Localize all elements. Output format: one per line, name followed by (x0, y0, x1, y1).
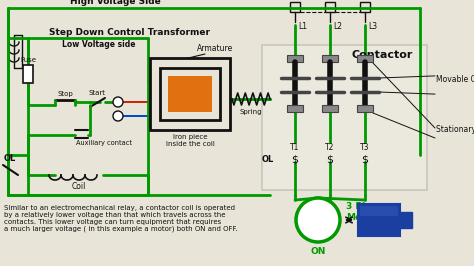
Bar (150, 58, 230, 130)
Circle shape (113, 111, 123, 121)
Text: ON: ON (310, 247, 326, 256)
Text: $: $ (292, 155, 299, 165)
Bar (262, 45, 427, 190)
Bar (290, 2, 300, 12)
Bar (325, 2, 335, 12)
Text: High Voltage Side: High Voltage Side (70, 0, 160, 6)
Bar (287, 105, 303, 112)
Text: L3: L3 (368, 22, 377, 31)
Bar (23, 65, 33, 83)
Text: L2: L2 (333, 22, 342, 31)
Bar (357, 105, 373, 112)
Bar (322, 55, 338, 62)
Text: L1: L1 (298, 22, 307, 31)
Text: Fuse: Fuse (20, 57, 36, 63)
Bar (360, 206, 398, 216)
Text: Stop: Stop (57, 91, 73, 97)
Text: Stationary Contacts: Stationary Contacts (436, 126, 474, 135)
Text: 3 Phase
Motor: 3 Phase Motor (346, 202, 386, 222)
Text: Coil: Coil (72, 182, 86, 191)
Text: T2: T2 (325, 143, 335, 152)
Bar (160, 68, 220, 120)
Text: Armature: Armature (197, 44, 233, 53)
Bar (287, 55, 303, 62)
Text: OL: OL (4, 154, 16, 163)
Text: T3: T3 (360, 143, 370, 152)
Bar (322, 105, 338, 112)
Text: $: $ (362, 155, 368, 165)
Text: T1: T1 (290, 143, 300, 152)
Text: Iron piece
inside the coil: Iron piece inside the coil (165, 134, 214, 147)
Circle shape (113, 97, 123, 107)
Bar (358, 204, 400, 236)
Bar (357, 55, 373, 62)
Text: Auxiliary contact: Auxiliary contact (76, 140, 132, 146)
Text: $: $ (327, 155, 334, 165)
Text: Movable Contacts: Movable Contacts (436, 76, 474, 85)
Text: Contactor: Contactor (351, 50, 413, 60)
Bar (168, 76, 212, 112)
Text: OL: OL (262, 155, 274, 164)
Bar (360, 2, 370, 12)
Bar (400, 212, 412, 228)
Text: Spring: Spring (240, 109, 262, 115)
Text: Similar to an electromechanical relay, a contactor coil is operated
by a relativ: Similar to an electromechanical relay, a… (4, 205, 237, 232)
Circle shape (296, 198, 340, 242)
Text: Start: Start (89, 90, 106, 96)
Text: Low Voltage side: Low Voltage side (62, 40, 136, 49)
Text: Step Down Control Transformer: Step Down Control Transformer (49, 28, 210, 37)
